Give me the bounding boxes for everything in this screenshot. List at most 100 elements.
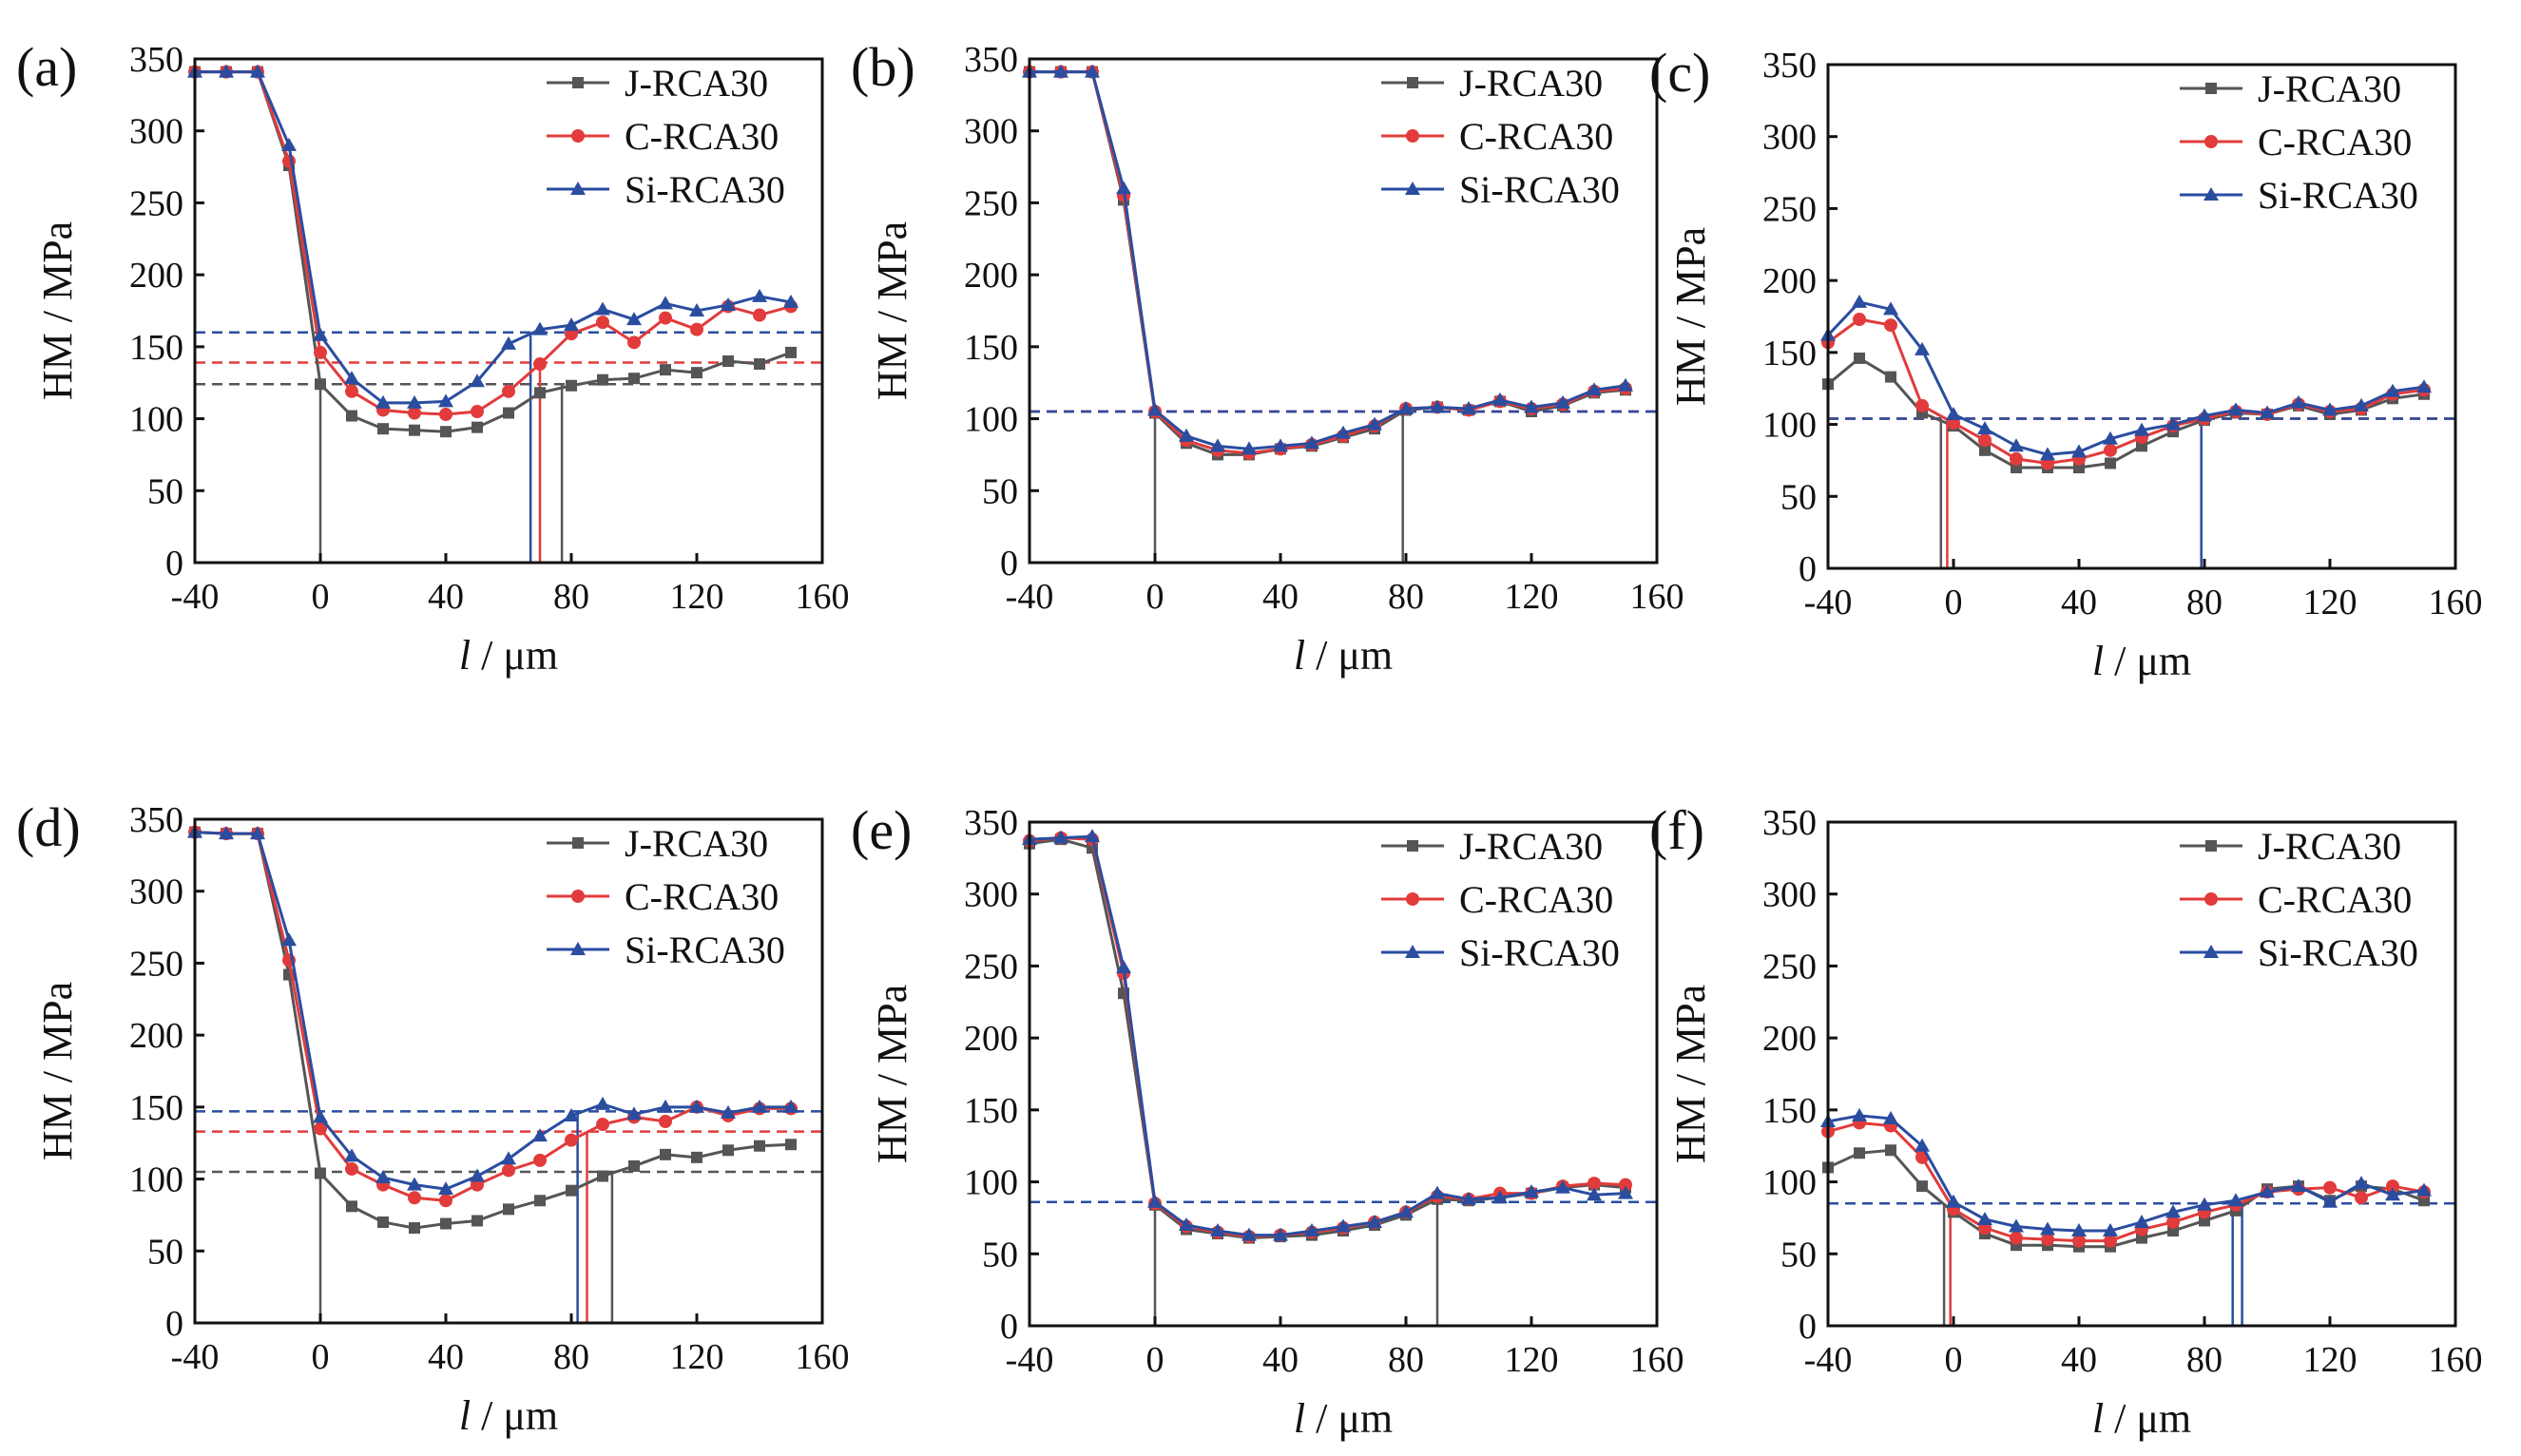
data-point-c-rca30 <box>2072 1234 2086 1248</box>
legend-label-c-rca30: C-RCA30 <box>1459 115 1613 158</box>
data-point-si-rca30 <box>1085 829 1100 843</box>
legend-marker-c-rca30 <box>1406 892 1419 906</box>
x-tick-label: 80 <box>1388 577 1424 617</box>
y-tick-label: 50 <box>982 471 1018 511</box>
x-tick-label: 0 <box>1945 583 1963 623</box>
data-point-si-rca30 <box>1336 1218 1351 1233</box>
x-tick-label: 0 <box>312 1337 330 1377</box>
data-point-si-rca30 <box>721 1104 736 1119</box>
data-point-si-rca30 <box>1116 181 1131 195</box>
x-tick-label: 120 <box>1505 1340 1559 1380</box>
x-tick-label: 0 <box>1945 1340 1963 1380</box>
data-point-si-rca30 <box>438 393 453 408</box>
data-point-si-rca30 <box>219 826 234 840</box>
data-point-j-rca30 <box>1885 1144 1896 1157</box>
data-point-si-rca30 <box>1915 1138 1930 1152</box>
data-point-si-rca30 <box>407 1177 422 1191</box>
data-point-si-rca30 <box>2040 1221 2055 1236</box>
y-tick-label: 0 <box>165 544 183 584</box>
x-axis-title: l / μm <box>459 1392 558 1439</box>
data-point-si-rca30 <box>1883 1110 1898 1124</box>
y-tick-label: 200 <box>129 256 183 296</box>
y-tick-label: 350 <box>129 800 183 840</box>
series-line-c-rca30 <box>1827 317 2425 465</box>
y-tick-label: 0 <box>1799 549 1817 589</box>
y-tick-label: 50 <box>1780 477 1817 517</box>
data-point-si-rca30 <box>595 301 610 316</box>
x-axis-title: l / μm <box>2092 1395 2191 1442</box>
data-point-c-rca30 <box>533 1153 547 1167</box>
x-axis-title-unit: / μm <box>471 632 558 679</box>
data-point-c-rca30 <box>533 357 547 372</box>
data-point-si-rca30 <box>626 312 642 326</box>
data-point-j-rca30 <box>503 1203 514 1216</box>
x-axis-title-unit: / μm <box>2104 638 2191 684</box>
series-line-si-rca30 <box>1826 300 2425 456</box>
data-point-si-rca30 <box>438 1181 453 1196</box>
data-point-si-rca30 <box>1977 421 1992 435</box>
data-point-si-rca30 <box>1116 959 1131 973</box>
data-point-c-rca30 <box>2355 1191 2368 1205</box>
plot-frame <box>1028 820 1659 1328</box>
data-point-si-rca30 <box>532 321 548 335</box>
data-point-j-rca30 <box>566 1184 577 1197</box>
data-point-si-rca30 <box>2165 416 2181 431</box>
data-point-si-rca30 <box>2009 1218 2024 1233</box>
data-point-si-rca30 <box>2009 438 2024 452</box>
data-point-c-rca30 <box>596 1118 609 1132</box>
data-point-si-rca30 <box>2416 379 2432 393</box>
legend-label-c-rca30: C-RCA30 <box>2258 878 2412 921</box>
x-axis-title-variable: l <box>459 632 471 679</box>
data-point-si-rca30 <box>407 394 422 409</box>
y-tick-label: 200 <box>1762 1019 1817 1059</box>
data-point-j-rca30 <box>722 355 734 367</box>
data-point-si-rca30 <box>1179 428 1194 442</box>
legend-marker-si-rca30 <box>570 942 586 955</box>
data-point-si-rca30 <box>1461 400 1476 414</box>
data-point-si-rca30 <box>1273 1227 1288 1241</box>
data-point-si-rca30 <box>1524 399 1539 413</box>
legend-marker-j-rca30 <box>2205 83 2217 94</box>
y-tick-label: 150 <box>129 328 183 368</box>
panel-label: (b) <box>851 36 915 98</box>
legend-label-j-rca30: J-RCA30 <box>625 822 768 865</box>
x-axis-title-unit: / μm <box>1305 1395 1393 1442</box>
data-point-c-rca30 <box>627 335 641 350</box>
series-line-si-rca30 <box>1030 70 1626 450</box>
data-point-si-rca30 <box>1618 1185 1633 1199</box>
panel-label: (c) <box>1649 42 1710 104</box>
data-point-si-rca30 <box>2134 422 2149 436</box>
x-axis-title: l / μm <box>1294 1395 1393 1442</box>
data-point-si-rca30 <box>2197 1197 2212 1211</box>
y-tick-label: 150 <box>1762 1091 1817 1131</box>
data-point-j-rca30 <box>2105 457 2116 469</box>
plot-frame <box>193 57 824 565</box>
y-tick-label: 100 <box>964 400 1018 440</box>
data-point-si-rca30 <box>2165 1204 2181 1218</box>
data-point-j-rca30 <box>722 1144 734 1157</box>
data-point-si-rca30 <box>344 1148 359 1162</box>
data-point-j-rca30 <box>346 1200 357 1213</box>
data-point-si-rca30 <box>375 1170 391 1184</box>
x-tick-label: 160 <box>796 577 850 617</box>
y-tick-label: 250 <box>129 183 183 223</box>
data-point-c-rca30 <box>659 311 672 325</box>
data-point-si-rca30 <box>1492 392 1508 406</box>
data-point-si-rca30 <box>1398 400 1414 414</box>
data-point-si-rca30 <box>2071 444 2087 458</box>
y-tick-label: 300 <box>129 872 183 912</box>
data-point-si-rca30 <box>1304 435 1319 450</box>
data-point-si-rca30 <box>344 371 359 385</box>
data-point-si-rca30 <box>470 1168 485 1182</box>
data-point-si-rca30 <box>313 1109 328 1123</box>
data-point-si-rca30 <box>1946 406 1961 420</box>
data-point-si-rca30 <box>1492 1190 1508 1204</box>
x-axis-title: l / μm <box>2092 638 2191 684</box>
data-point-j-rca30 <box>1979 444 1991 456</box>
data-point-c-rca30 <box>2010 1231 2023 1245</box>
x-tick-label: 80 <box>2186 1340 2223 1380</box>
x-tick-label: 40 <box>428 577 464 617</box>
y-tick-label: 300 <box>964 112 1018 152</box>
x-tick-label: 160 <box>796 1337 850 1377</box>
